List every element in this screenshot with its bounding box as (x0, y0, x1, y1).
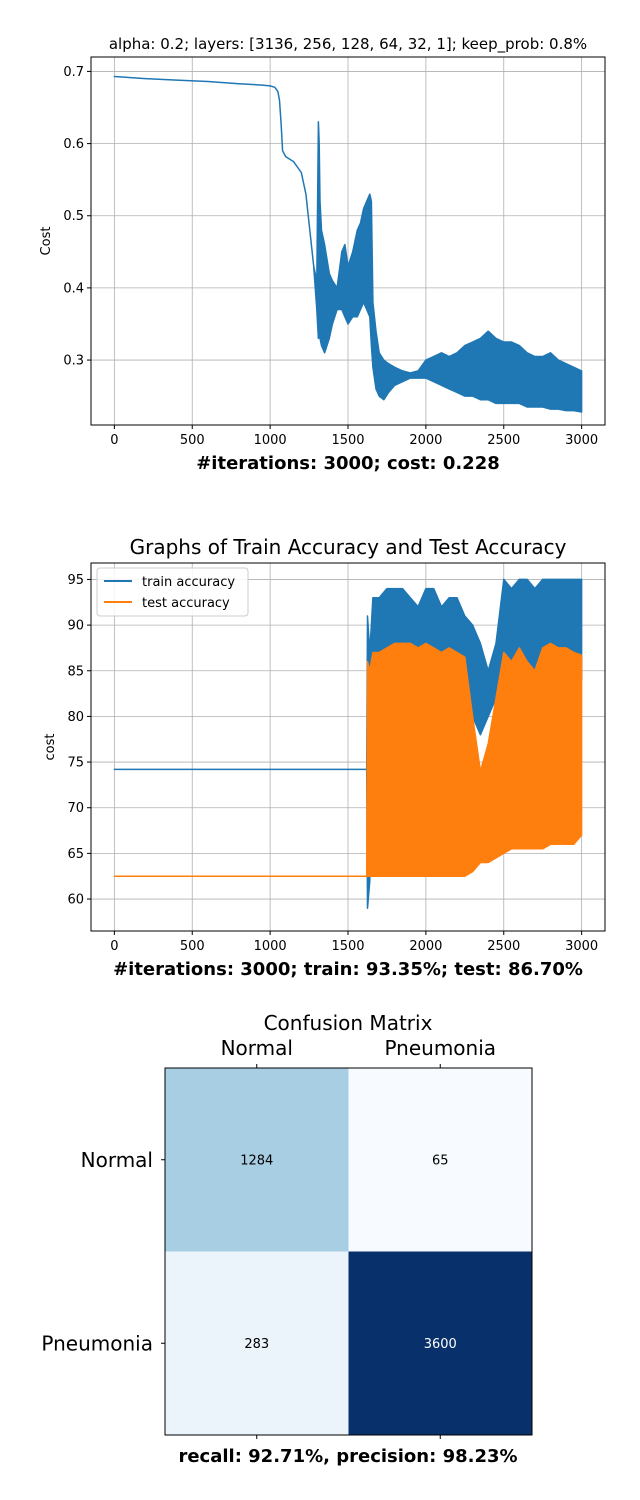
matrix-cell (348, 1251, 532, 1435)
x-tick-label: 500 (180, 939, 205, 954)
x-tick-label: 3000 (565, 939, 598, 954)
matrix-cell-value: 283 (244, 1337, 269, 1352)
y-tick-label: 0.3 (63, 354, 84, 369)
x-tick-label: 1500 (331, 939, 364, 954)
accuracy-chart-ticks: 0 500 1000 1500 2000 2500 3000 60 65 70 75 80 85 90 95 (67, 573, 598, 954)
y-tick-label: 70 (67, 801, 84, 816)
x-tick-label: 3000 (565, 433, 598, 448)
row-label: Normal (81, 1148, 153, 1172)
x-tick-label: 500 (180, 433, 205, 448)
legend-box (96, 567, 249, 617)
y-tick-label: 0.4 (63, 281, 84, 296)
x-tick-label: 2500 (487, 433, 520, 448)
confusion-matrix-xlabel: recall: 92.71%, precision: 98.23% (178, 1446, 517, 1467)
y-tick-label: 85 (67, 664, 84, 679)
matrix-cell (165, 1068, 349, 1252)
matrix-cell-value: 3600 (424, 1337, 457, 1352)
column-label: Pneumonia (384, 1036, 496, 1060)
x-tick-label: 0 (110, 939, 118, 954)
confusion-matrix-title: Confusion Matrix (264, 1011, 433, 1035)
y-tick-label: 90 (67, 619, 84, 634)
matrix-cell-value: 1284 (240, 1153, 273, 1168)
y-tick-label: 65 (67, 847, 84, 862)
confusion-matrix-frame (164, 1067, 533, 1436)
y-tick-label: 0.7 (63, 65, 84, 80)
cost-chart-ticks: 0 500 1000 1500 2000 2500 3000 0.3 0.4 0.5 0.6 0.7 (63, 65, 598, 448)
matrix-cell (348, 1068, 532, 1252)
test-accuracy-band (113, 642, 583, 877)
y-tick-label: 75 (67, 756, 84, 771)
accuracy-chart-legend: train accuracy test accuracy (96, 567, 249, 617)
y-tick-label: 95 (67, 573, 84, 588)
x-tick-label: 1500 (331, 433, 364, 448)
x-tick-label: 2000 (409, 939, 442, 954)
x-tick-label: 2000 (409, 433, 442, 448)
x-tick-label: 2500 (487, 939, 520, 954)
confusion-matrix: Confusion Matrix 1284 65 283 3600 Normal Pne… (41, 1011, 533, 1467)
y-tick-label: 60 (67, 893, 84, 908)
cost-chart-title: alpha: 0.2; layers: [3136, 256, 128, 64,… (109, 35, 587, 54)
confusion-matrix-cells: 1284 65 283 3600 (165, 1068, 532, 1435)
cost-chart-ylabel: Cost (39, 227, 54, 256)
cost-chart-series (113, 75, 583, 413)
accuracy-chart-xlabel: #iterations: 3000; train: 93.35%; test: … (113, 959, 583, 980)
accuracy-chart: Graphs of Train Accuracy and Test Accura… (43, 535, 606, 980)
series-band (113, 75, 583, 413)
column-label: Normal (221, 1036, 293, 1060)
accuracy-chart-series (113, 578, 583, 909)
cost-chart: alpha: 0.2; layers: [3136, 256, 128, 64,… (39, 35, 606, 474)
y-tick-label: 0.5 (63, 209, 84, 224)
matrix-cell (165, 1251, 349, 1435)
x-tick-label: 1000 (254, 433, 287, 448)
x-tick-label: 0 (110, 433, 118, 448)
confusion-matrix-labels: Normal Pneumonia Normal Pneumonia (41, 1036, 496, 1439)
row-label: Pneumonia (41, 1331, 153, 1355)
y-tick-label: 0.6 (63, 137, 84, 152)
accuracy-chart-ylabel: cost (43, 734, 58, 761)
matrix-cell-value: 65 (432, 1153, 449, 1168)
x-tick-label: 1000 (254, 939, 287, 954)
cost-chart-xlabel: #iterations: 3000; cost: 0.228 (196, 453, 500, 474)
accuracy-chart-title: Graphs of Train Accuracy and Test Accura… (130, 535, 567, 559)
y-tick-label: 80 (67, 710, 84, 725)
legend-label-test: test accuracy (142, 596, 230, 611)
legend-label-train: train accuracy (142, 575, 235, 590)
